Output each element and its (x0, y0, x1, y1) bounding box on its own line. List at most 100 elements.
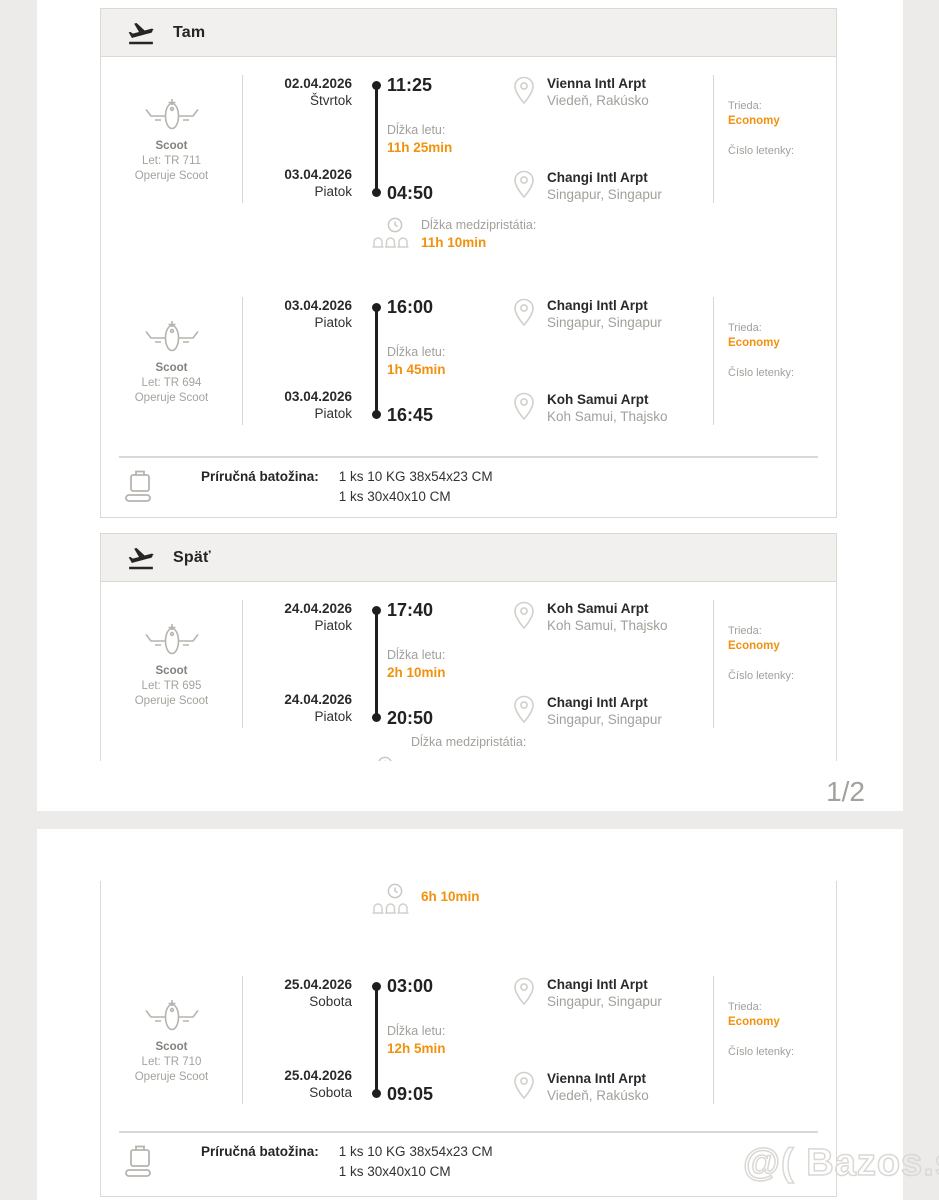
location-pin-icon (513, 76, 535, 106)
airline-name: Scoot (155, 361, 188, 374)
class-column: Trieda: Economy Číslo letenky: (713, 75, 836, 203)
duration-value: 1h 45min (387, 361, 446, 377)
class-column: Trieda: Economy Číslo letenky: (713, 297, 836, 425)
flight-number: Let: TR 710 (141, 1055, 202, 1068)
class-label: Trieda: (728, 1001, 762, 1013)
airplane-front-icon (143, 97, 201, 133)
location-pin-icon (513, 170, 535, 200)
flight-number: Let: TR 695 (141, 679, 202, 692)
departure-time: 17:40 (387, 600, 434, 620)
location-pin-icon (513, 977, 535, 1007)
bazos-watermark: @( Bazos.sk (742, 1141, 939, 1185)
ticket-number-label: Číslo letenky: (728, 1046, 795, 1058)
departure-time: 11:25 (387, 75, 433, 95)
flight-timeline (365, 297, 387, 425)
airline-info: Scoot Let: TR 694 Operuje Scoot (101, 297, 243, 425)
duration-label: Dĺžka letu: (387, 122, 446, 137)
flight-takeoff-icon (125, 543, 157, 573)
airports-column: Changi Intl Arpt Singapur, Singapur Vien… (499, 976, 713, 1104)
arrival-date: 03.04.2026 (284, 389, 352, 404)
arrival-date: 03.04.2026 (284, 167, 352, 182)
arrival-date: 25.04.2026 (284, 1068, 352, 1083)
baggage-info: Príručná batožina: 1 ks 10 KG 38x54x23 C… (101, 467, 836, 507)
arrival-time: 04:50 (387, 183, 434, 203)
location-pin-icon (513, 601, 535, 631)
airplane-front-icon (143, 622, 201, 658)
airport-name: Koh Samui Arpt (547, 601, 649, 616)
location-pin-icon (513, 1071, 535, 1101)
baggage-info: Príručná batožina: 1 ks 10 KG 38x54x23 C… (101, 1142, 836, 1182)
departure-date: 25.04.2026 (284, 977, 352, 992)
airport-city: Singapur, Singapur (547, 712, 662, 727)
departure-date: 03.04.2026 (284, 298, 352, 313)
airline-name: Scoot (155, 664, 188, 677)
airport-name: Changi Intl Arpt (547, 170, 648, 185)
arrival-day: Piatok (314, 184, 352, 199)
arrival-day: Piatok (314, 406, 352, 421)
duration-value: 11h 25min (387, 139, 453, 155)
airports-column: Vienna Intl Arpt Viedeň, Rakúsko Changi … (499, 75, 713, 203)
return-card: Späť Scoot Let: TR 695 Operuje Scoot (100, 533, 837, 761)
airport-name: Changi Intl Arpt (547, 695, 648, 710)
clock-icon (377, 756, 393, 761)
airport-city: Viedeň, Rakúsko (547, 93, 649, 108)
departure-day: Štvrtok (309, 93, 352, 108)
airport-city: Singapur, Singapur (547, 187, 662, 202)
arrival-time: 20:50 (387, 708, 434, 728)
flight-segment: Scoot Let: TR 694 Operuje Scoot 03.04.20… (101, 297, 836, 425)
airline-name: Scoot (155, 1040, 188, 1053)
class-value: Economy (728, 1016, 780, 1028)
class-value: Economy (728, 640, 780, 652)
arrival-time: 09:05 (387, 1084, 434, 1104)
airline-info: Scoot Let: TR 695 Operuje Scoot (101, 600, 243, 728)
arrival-time: 16:45 (387, 405, 434, 425)
flight-segment: Scoot Let: TR 710 Operuje Scoot 25.04.20… (101, 976, 836, 1104)
class-column: Trieda: Economy Číslo letenky: (713, 976, 836, 1104)
return-header: Späť (101, 534, 836, 582)
departure-day: Piatok (314, 315, 352, 330)
airport-name: Koh Samui Arpt (547, 392, 649, 407)
flight-timeline (365, 600, 387, 728)
waiting-seats-icon (371, 233, 409, 248)
layover-info: 6h 10min (369, 883, 480, 914)
airline-name: Scoot (155, 139, 188, 152)
airport-city: Koh Samui, Thajsko (547, 618, 668, 633)
return-title: Späť (173, 548, 211, 566)
times-column: 03:00 Dĺžka letu: 12h 5min 09:05 (387, 976, 499, 1104)
times-column: 17:40 Dĺžka letu: 2h 10min 20:50 (387, 600, 499, 728)
class-value: Economy (728, 115, 780, 127)
baggage-item: 1 ks 10 KG 38x54x23 CM (338, 469, 493, 484)
airport-name: Vienna Intl Arpt (547, 76, 647, 91)
dates-column: 03.04.2026 Piatok 03.04.2026 Piatok (243, 297, 365, 425)
itinerary-page-1: Tam Scoot Let: TR 711 Operuje Scoot (37, 0, 903, 811)
layover-info: Dĺžka medzipristátia: 11h 10min (369, 217, 536, 252)
clock-icon (387, 217, 403, 233)
airports-column: Koh Samui Arpt Koh Samui, Thajsko Changi… (499, 600, 713, 728)
ticket-number-label: Číslo letenky: (728, 367, 795, 379)
baggage-item: 1 ks 10 KG 38x54x23 CM (338, 1144, 493, 1159)
duration-value: 12h 5min (387, 1040, 446, 1056)
departure-date: 02.04.2026 (284, 76, 352, 91)
arrival-day: Sobota (309, 1085, 352, 1100)
arrival-date: 24.04.2026 (284, 692, 352, 707)
duration-label: Dĺžka letu: (387, 344, 446, 359)
outbound-header: Tam (101, 9, 836, 57)
departure-time: 16:00 (387, 297, 434, 317)
baggage-item: 1 ks 30x40x10 CM (338, 1164, 451, 1179)
suitcase-on-belt-icon (123, 1142, 157, 1180)
departure-date: 24.04.2026 (284, 601, 352, 616)
departure-time: 03:00 (387, 976, 434, 996)
airport-city: Koh Samui, Thajsko (547, 409, 668, 424)
location-pin-icon (513, 298, 535, 328)
layover-label: Dĺžka medzipristátia: (421, 218, 537, 232)
departure-day: Sobota (309, 994, 352, 1009)
flight-number: Let: TR 694 (141, 376, 202, 389)
operated-by: Operuje Scoot (134, 1070, 209, 1083)
departure-day: Piatok (314, 618, 352, 633)
layover-duration: 6h 10min (421, 889, 480, 904)
airport-city: Viedeň, Rakúsko (547, 1088, 649, 1103)
baggage-item: 1 ks 30x40x10 CM (338, 489, 451, 504)
operated-by: Operuje Scoot (134, 169, 209, 182)
page-indicator: 1/2 (826, 776, 865, 807)
ticket-number-label: Číslo letenky: (728, 145, 795, 157)
